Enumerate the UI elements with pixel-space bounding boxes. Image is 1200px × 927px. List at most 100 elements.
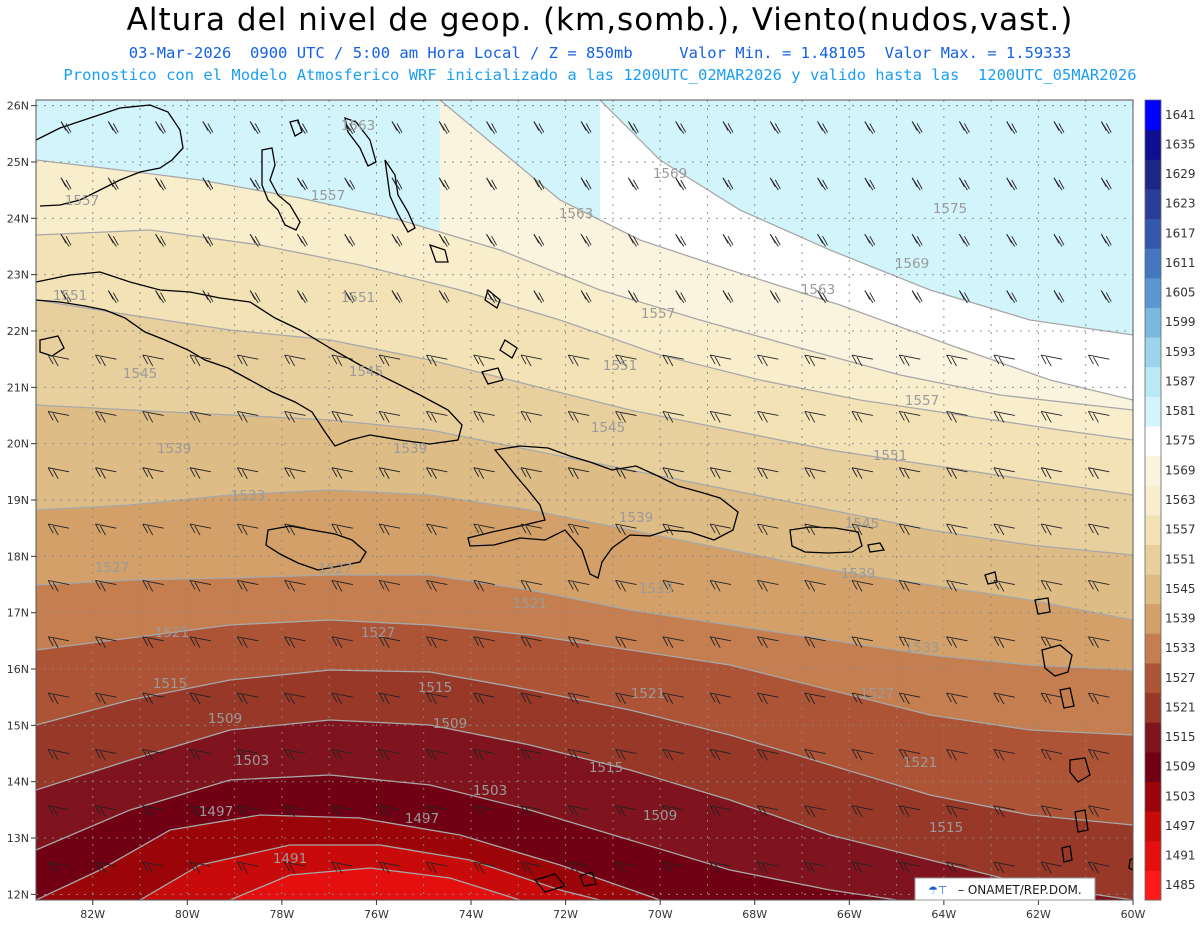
wind-barb-staff [1041, 861, 1063, 867]
wind-barb-flag [95, 354, 101, 365]
wind-barb-staff [899, 579, 921, 585]
wind-barb-flag [633, 292, 639, 302]
wind-barb-staff [710, 749, 732, 754]
wind-barb-flag [903, 413, 910, 423]
wind-barb-flag [722, 290, 729, 300]
wind-barb-staff [189, 467, 212, 473]
wind-barb-flag [916, 235, 923, 246]
wind-barb-flag [762, 582, 768, 592]
wind-barb-flag [757, 354, 763, 365]
wind-barb-flag [898, 411, 905, 421]
x-tick-label: 82W [80, 908, 105, 921]
wind-barb-flag [727, 292, 734, 302]
wind-barb-flag [580, 121, 587, 131]
wind-barb-staff [568, 749, 590, 754]
y-tick-label: 14N [7, 776, 29, 789]
wind-barb-flag [1040, 580, 1047, 590]
wind-barb-staff [48, 354, 70, 360]
wind-barb-staff [804, 523, 826, 529]
wind-barb-flag [478, 356, 485, 367]
wind-barb-staff [331, 467, 353, 473]
wind-barb-flag [615, 636, 621, 646]
y-tick-label: 17N [7, 607, 29, 620]
wind-barb-flag [580, 177, 587, 188]
contour-label: 1563 [341, 118, 375, 134]
wind-barb-staff [946, 410, 968, 416]
wind-barb-flag [722, 177, 729, 188]
wind-barb-staff [757, 861, 779, 867]
wind-barb-flag [478, 638, 485, 648]
wind-barb-staff [284, 692, 306, 698]
wind-barb-flag [1045, 751, 1052, 761]
wind-barb-staff [48, 692, 70, 698]
wind-barb-staff [426, 467, 448, 473]
contour-label: 1539 [619, 510, 653, 526]
wind-barb-flag [525, 356, 532, 367]
wind-barb-flag [762, 638, 768, 648]
wind-barb-flag [1100, 121, 1107, 131]
wind-barb-staff [568, 636, 590, 642]
wind-barb-flag [147, 807, 154, 817]
wind-barb-flag [107, 177, 114, 188]
wind-barb-flag [95, 523, 101, 534]
wind-barb-flag [628, 177, 634, 188]
wind-barb-flag [757, 636, 763, 646]
wind-barb-staff [851, 410, 874, 416]
wind-barb-flag [567, 692, 574, 703]
wind-barb-flag [869, 235, 876, 246]
wind-barb-staff [1088, 692, 1110, 698]
wind-barb-flag [946, 411, 952, 421]
colorbar-swatch [1145, 662, 1161, 694]
wind-barb-flag [52, 413, 59, 423]
wind-barb-flag [1053, 177, 1060, 188]
wind-barb-staff [946, 523, 968, 529]
wind-barb-staff [615, 523, 637, 529]
wind-barb-flag [1058, 123, 1065, 133]
wind-barb-flag [769, 290, 776, 300]
wind-barb-flag [911, 121, 918, 131]
colorbar-swatch [1145, 574, 1161, 605]
wind-barb-flag [533, 177, 540, 188]
contour-label: 1503 [235, 753, 269, 769]
wind-barb-flag [525, 525, 532, 536]
colorbar-swatch [1145, 751, 1161, 782]
wind-barb-staff [804, 354, 826, 360]
wind-barb-flag [95, 411, 101, 421]
wind-barb-staff [237, 749, 259, 754]
wind-barb-flag [142, 523, 149, 534]
wind-barb-flag [898, 580, 905, 590]
wind-barb-staff [757, 692, 779, 698]
wind-barb-flag [572, 694, 579, 705]
colorbar-swatch [1145, 840, 1161, 871]
wind-barb-flag [916, 179, 923, 190]
wind-barb-staff [804, 636, 826, 642]
wind-barb-flag [667, 751, 674, 761]
colorbar-swatch [1145, 100, 1161, 131]
wind-barb-flag [147, 525, 154, 536]
wind-barb-flag [289, 863, 295, 874]
wind-barb-flag [236, 523, 243, 534]
wind-barb-flag [1088, 636, 1094, 646]
wind-barb-flag [774, 235, 781, 246]
wind-barb-staff [95, 749, 117, 754]
wind-barb-flag [964, 292, 970, 302]
wind-barb-staff [615, 410, 637, 416]
wind-barb-flag [194, 807, 201, 817]
wind-barb-flag [998, 751, 1005, 761]
wind-barb-staff [899, 861, 921, 867]
wind-barb-flag [95, 861, 101, 872]
wind-barb-flag [762, 694, 768, 705]
wind-barb-flag [1088, 805, 1094, 815]
wind-barb-flag [1105, 292, 1112, 302]
wind-barb-flag [620, 525, 626, 536]
wind-barb-staff [804, 749, 826, 754]
wind-barb-flag [431, 863, 437, 874]
wind-barb-flag [236, 411, 243, 421]
wind-barb-flag [52, 751, 59, 761]
wind-barb-flag [903, 807, 910, 817]
wind-barb-flag [1105, 235, 1112, 246]
wind-barb-flag [998, 807, 1005, 817]
colorbar-swatch [1145, 722, 1161, 753]
wind-barb-flag [951, 356, 957, 367]
